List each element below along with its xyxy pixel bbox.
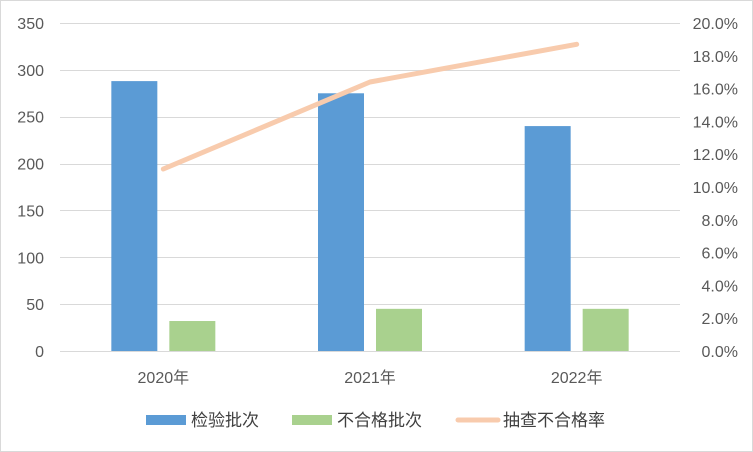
rate-line-point [575, 42, 579, 46]
left-tick-label: 250 [17, 110, 44, 127]
right-tick-label: 16.0% [693, 82, 738, 99]
left-tick-label: 50 [26, 297, 44, 314]
left-tick-label: 300 [17, 63, 44, 80]
right-tick-label: 2.0% [702, 311, 738, 328]
bar-failed [582, 308, 629, 351]
right-tick-label: 4.0% [702, 278, 738, 295]
bars [111, 81, 629, 352]
bar-failed [169, 321, 216, 351]
x-tick-label: 2020年 [138, 369, 190, 387]
right-axis-ticks: 0.0% 2.0% 4.0% 6.0% 8.0% 10.0% 12.0% 14.0% 16.0%… [693, 16, 738, 361]
right-tick-label: 12.0% [693, 147, 738, 164]
right-tick-label: 14.0% [693, 114, 738, 131]
left-tick-label: 200 [17, 157, 44, 174]
x-tick-label: 2021年 [344, 369, 396, 387]
left-axis-ticks: 0 50 100 150 200 250 300 350 [17, 16, 44, 361]
left-tick-label: 0 [35, 344, 44, 361]
x-axis-ticks: 2020年 2021年 2022年 [138, 369, 603, 387]
rate-line-point [161, 167, 165, 171]
right-tick-label: 20.0% [693, 16, 738, 33]
bar-failed [376, 308, 422, 351]
legend: 检验批次 不合格批次 抽查不合格率 [146, 411, 605, 431]
gridlines [60, 23, 680, 352]
right-tick-label: 0.0% [702, 344, 738, 361]
left-tick-label: 100 [17, 250, 44, 267]
left-tick-label: 150 [17, 203, 44, 220]
bar-inspected [111, 81, 158, 352]
legend-swatch [146, 415, 186, 425]
right-tick-label: 6.0% [702, 246, 738, 263]
bar-inspected [524, 126, 571, 351]
legend-swatch [292, 415, 332, 425]
legend-label: 检验批次 [191, 411, 259, 431]
bar-inspected [318, 93, 364, 352]
rate-line [160, 41, 580, 172]
rate-line-point [368, 80, 372, 84]
rate-line-path [160, 41, 580, 172]
left-tick-label: 350 [17, 16, 44, 33]
right-tick-label: 8.0% [702, 213, 738, 230]
legend-label: 抽查不合格率 [503, 411, 605, 431]
right-tick-label: 10.0% [693, 180, 738, 197]
x-tick-label: 2022年 [551, 369, 603, 387]
legend-label: 不合格批次 [337, 411, 422, 431]
right-tick-label: 18.0% [693, 49, 738, 66]
